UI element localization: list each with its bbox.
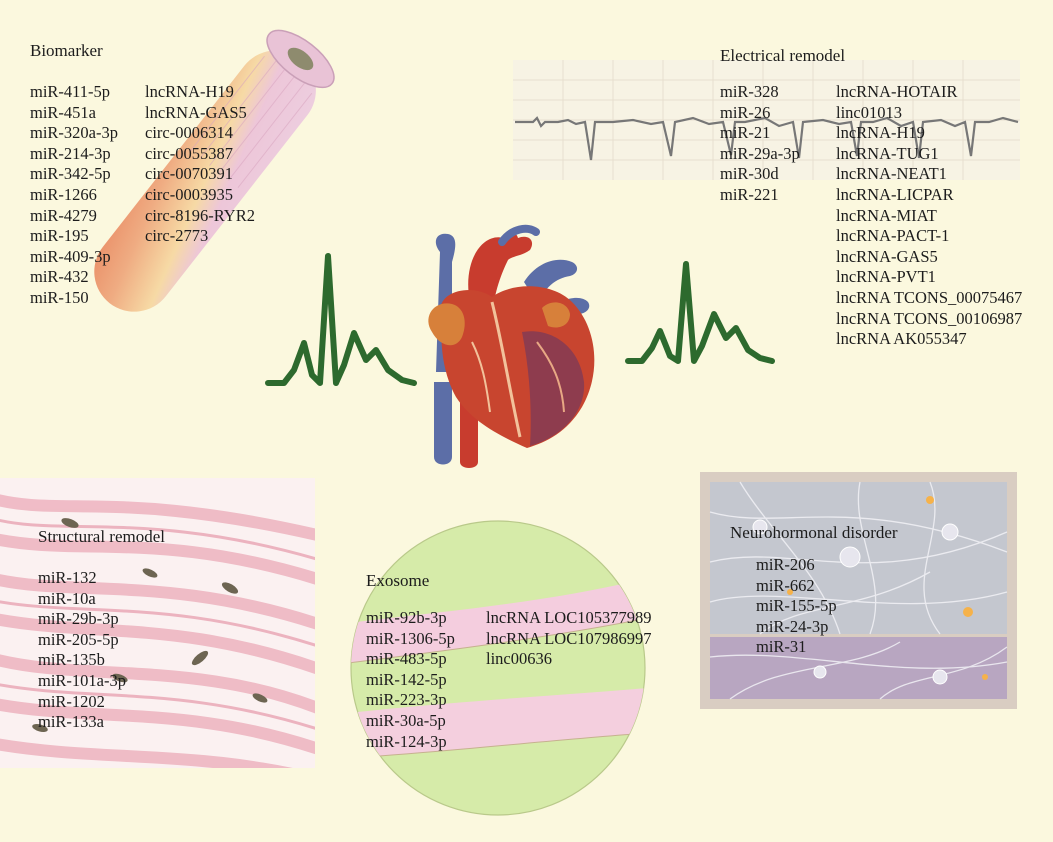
structural-mirna-list: miR-132 miR-10a miR-29b-3p miR-205-5p mi…	[38, 568, 126, 733]
neuron-network-image	[700, 472, 1017, 709]
list-item: miR-29b-3p	[38, 609, 119, 629]
list-item: miR-101a-3p	[38, 670, 126, 690]
list-item: lncRNA-LICPAR	[836, 184, 954, 204]
list-item: miR-29a-3p	[720, 143, 800, 163]
list-item: miR-142-5p	[366, 669, 447, 689]
ecg-wave-icon	[625, 261, 775, 364]
list-item: miR-24-3p	[756, 616, 829, 636]
list-item: circ-0055387	[145, 143, 233, 163]
list-item: lncRNA LOC105377989	[486, 608, 652, 627]
neuro-mirna-list: miR-206 miR-662 miR-155-5p miR-24-3p miR…	[756, 555, 837, 658]
exosome-title: Exosome	[366, 571, 430, 590]
biomarker-mirna-list: miR-411-5p miR-451a miR-320a-3p miR-214-…	[30, 82, 118, 309]
list-item: circ-0070391	[145, 164, 233, 184]
list-item: miR-342-5p	[30, 164, 111, 184]
list-item: miR-409-3p	[30, 246, 111, 266]
list-item: miR-31	[756, 637, 807, 657]
list-item: miR-221	[720, 184, 779, 204]
list-item: lncRNA TCONS_00075467	[836, 287, 1023, 307]
list-item: miR-10a	[38, 588, 96, 608]
list-item: miR-328	[720, 82, 779, 101]
list-item: lncRNA-NEAT1	[836, 164, 947, 184]
electrical-other-list: lncRNA-HOTAIR linc01013 lncRNA-H19 lncRN…	[836, 82, 1022, 350]
list-item: miR-155-5p	[756, 596, 837, 616]
ecg-strip-image	[513, 60, 1020, 180]
list-item: miR-432	[30, 267, 89, 287]
ecg-wave-icon	[265, 253, 417, 386]
list-item: miR-195	[30, 226, 89, 246]
list-item: linc01013	[836, 102, 902, 122]
list-item: lncRNA-H19	[836, 123, 925, 143]
list-item: lncRNA-PVT1	[836, 267, 936, 287]
list-item: miR-30d	[720, 164, 779, 184]
list-item: miR-205-5p	[38, 629, 119, 649]
list-item: lncRNA-TUG1	[836, 143, 939, 163]
neuro-title: Neurohormonal disorder	[730, 523, 898, 542]
list-item: miR-150	[30, 287, 89, 307]
blood-tube-icon	[94, 29, 335, 312]
list-item: lncRNA-PACT-1	[836, 226, 950, 246]
biomarker-title: Biomarker	[30, 41, 103, 60]
list-item: lncRNA-GAS5	[145, 102, 247, 122]
heart-illustration	[428, 224, 595, 468]
electrical-title: Electrical remodel	[720, 46, 846, 65]
list-item: miR-30a-5p	[366, 710, 446, 730]
list-item: miR-92b-3p	[366, 608, 447, 627]
tissue-histology-image	[0, 478, 315, 768]
list-item: miR-206	[756, 555, 815, 574]
list-item: lncRNA LOC107986997	[486, 628, 652, 648]
list-item: miR-223-3p	[366, 690, 447, 710]
list-item: lncRNA-MIAT	[836, 205, 937, 225]
list-item: circ-8196-RYR2	[145, 205, 255, 225]
list-item: miR-1266	[30, 184, 97, 204]
list-item: linc00636	[486, 649, 552, 669]
list-item: miR-26	[720, 102, 771, 122]
list-item: miR-135b	[38, 650, 105, 670]
list-item: miR-124-3p	[366, 731, 447, 751]
exosome-sphere-icon	[350, 520, 646, 816]
list-item: miR-320a-3p	[30, 123, 118, 143]
structural-title: Structural remodel	[38, 527, 165, 546]
list-item: lncRNA TCONS_00106987	[836, 308, 1023, 328]
list-item: miR-1306-5p	[366, 628, 455, 648]
list-item: miR-133a	[38, 712, 104, 732]
biomarker-other-list: lncRNA-H19 lncRNA-GAS5 circ-0006314 circ…	[145, 82, 255, 247]
list-item: miR-214-3p	[30, 143, 111, 163]
list-item: miR-483-5p	[366, 649, 447, 669]
list-item: circ-2773	[145, 226, 209, 246]
exosome-other-list: lncRNA LOC105377989 lncRNA LOC107986997 …	[486, 608, 651, 670]
list-item: miR-132	[38, 568, 97, 587]
list-item: circ-0003935	[145, 184, 233, 204]
list-item: lncRNA-HOTAIR	[836, 82, 958, 101]
electrical-mirna-list: miR-328 miR-26 miR-21 miR-29a-3p miR-30d…	[720, 82, 800, 206]
list-item: circ-0006314	[145, 123, 233, 143]
list-item: miR-4279	[30, 205, 97, 225]
list-item: lncRNA-GAS5	[836, 246, 938, 266]
list-item: miR-1202	[38, 691, 105, 711]
list-item: lncRNA-H19	[145, 82, 234, 101]
list-item: miR-411-5p	[30, 82, 111, 101]
exosome-mirna-list: miR-92b-3p miR-1306-5p miR-483-5p miR-14…	[366, 608, 455, 752]
list-item: miR-662	[756, 575, 815, 595]
list-item: lncRNA AK055347	[836, 329, 967, 349]
list-item: miR-451a	[30, 102, 96, 122]
list-item: miR-21	[720, 123, 771, 143]
